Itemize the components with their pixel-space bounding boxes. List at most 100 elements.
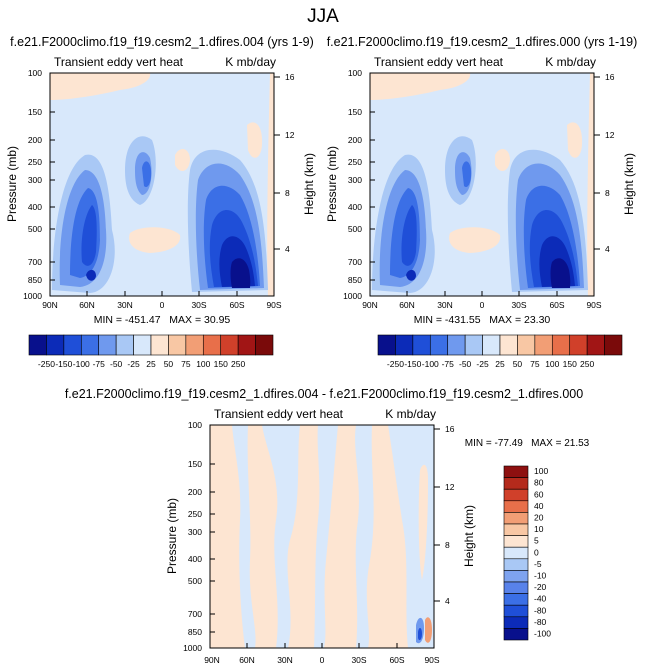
colorbar-box [586,334,605,356]
p3-xtick-60s: 60S [389,655,404,665]
colorbar-box [412,334,431,356]
colorbar-label: -100 [73,359,90,369]
colorbar-box [220,334,239,356]
panel-1-positive-tropics [129,227,181,253]
p3-ytick-1000: 1000 [183,643,202,653]
panel-3-y2-ticks: 16 12 8 4 [434,424,455,606]
p1-y2tick-12: 12 [285,130,295,140]
p1-ytick-100: 100 [28,68,42,78]
colorbar-label: 50 [164,359,174,369]
colorbar-label: -75 [93,359,106,369]
colorbar-label: 25 [495,359,505,369]
panel-1-blue-6 [230,258,251,288]
panel-1-plot-area [50,73,274,296]
p2-y2tick-16: 16 [605,72,615,82]
p1-ytick-200: 200 [28,135,42,145]
panel-1-right-subtitle: K mb/day [225,55,276,69]
p3-ytick-200: 200 [188,487,202,497]
panel-2-title: f.e21.F2000climo.f19_f19.cesm2_1.dfires.… [327,35,638,49]
colorbar-box [503,570,529,583]
p2-xtick-60s: 60S [549,300,564,310]
p1-y2tick-4: 4 [285,244,290,254]
colorbar-label: -40 [534,594,547,604]
colorbar-box [499,334,518,356]
panel-2-y-ticks: 100 150 200 250 300 400 500 700 850 1000 [343,68,375,301]
p2-ytick-500: 500 [348,224,362,234]
colorbar-label: -10 [534,571,547,581]
panel-1-ylabel: Pressure (mb) [5,146,19,222]
colorbar-box [503,500,529,513]
p3-xtick-0: 0 [320,655,325,665]
colorbar-label: -80 [534,605,547,615]
panel-2-plot-area [370,73,594,296]
panel-1-positive-sh [247,122,263,158]
figure-title: JJA [307,6,339,27]
colorbar-label: 250 [231,359,245,369]
colorbar-box [503,581,529,594]
colorbar-box [482,334,501,356]
p3-ytick-250: 250 [188,509,202,519]
colorbar-label: 150 [214,359,228,369]
colorbar-label: -80 [534,617,547,627]
panel-1-left-subtitle: Transient eddy vert heat [54,55,184,69]
panel-3-negative-band-3 [314,425,338,648]
colorbar-label: 80 [534,478,544,488]
colorbar-label: -50 [459,359,472,369]
p1-ytick-1000: 1000 [23,291,42,301]
colorbar-box [503,512,529,525]
panel-1-positive-mid [175,148,190,172]
p1-xtick-90s: 90S [266,300,281,310]
colorbar-box [503,465,529,478]
panel-1-y2label: Height (km) [302,153,316,215]
p1-xtick-60n: 60N [79,300,95,310]
colorbar-label: -150 [404,359,421,369]
p3-ytick-150: 150 [188,459,202,469]
panel-3-negative-band-1 [232,425,256,648]
p2-xtick-30s: 30S [511,300,526,310]
p3-ytick-100: 100 [188,420,202,430]
colorbar-label: -150 [55,359,72,369]
colorbar-box [604,334,623,356]
panel-3-y2label: Height (km) [462,505,476,567]
p1-ytick-700: 700 [28,257,42,267]
p3-xtick-90n: 90N [204,655,220,665]
panel-2-ylabel: Pressure (mb) [325,146,339,222]
colorbar-box [63,334,82,356]
p3-ytick-850: 850 [188,627,202,637]
colorbar-label: 75 [181,359,191,369]
p2-xtick-90s: 90S [586,300,601,310]
p2-ytick-850: 850 [348,275,362,285]
panel-2: f.e21.F2000climo.f19_f19.cesm2_1.dfires.… [325,35,637,369]
p2-ytick-100: 100 [348,68,362,78]
colorbar-box [503,546,529,560]
panel-3-left-subtitle: Transient eddy vert heat [214,407,344,421]
p2-ytick-250: 250 [348,157,362,167]
colorbar-label: 0 [534,547,539,557]
colorbar-box [202,334,222,356]
p2-xtick-30n: 30N [437,300,453,310]
colorbar-box [80,334,100,356]
colorbar-label: -25 [127,359,140,369]
panel-3-plot-area [210,425,434,648]
panel-2-positive-mid [495,148,510,172]
colorbar-label: 150 [563,359,577,369]
p2-y2tick-8: 8 [605,188,610,198]
panel-3-sh-dipole-blue-core [418,628,422,641]
panel-1-colorbar: -250 -150 -100 -75 -50 -25 25 50 75 100 150 250 [28,334,274,369]
panel-1-y2-ticks: 16 12 8 4 [274,72,295,254]
colorbar-box [237,334,256,356]
p1-xtick-0: 0 [160,300,165,310]
colorbar-label: 20 [534,513,544,523]
p3-y2tick-8: 8 [445,540,450,550]
panel-1: f.e21.F2000climo.f19_f19.cesm2_1.dfires.… [5,35,316,369]
p3-ytick-300: 300 [188,527,202,537]
colorbar-label: 40 [534,501,544,511]
p3-ytick-500: 500 [188,576,202,586]
p2-ytick-300: 300 [348,175,362,185]
colorbar-label: -100 [534,629,551,639]
p1-xtick-30n: 30N [117,300,133,310]
panel-1-y-ticks: 100 150 200 250 300 400 500 700 850 1000 [23,68,55,301]
p2-ytick-1000: 1000 [343,291,362,301]
p1-xtick-30s: 30S [191,300,206,310]
